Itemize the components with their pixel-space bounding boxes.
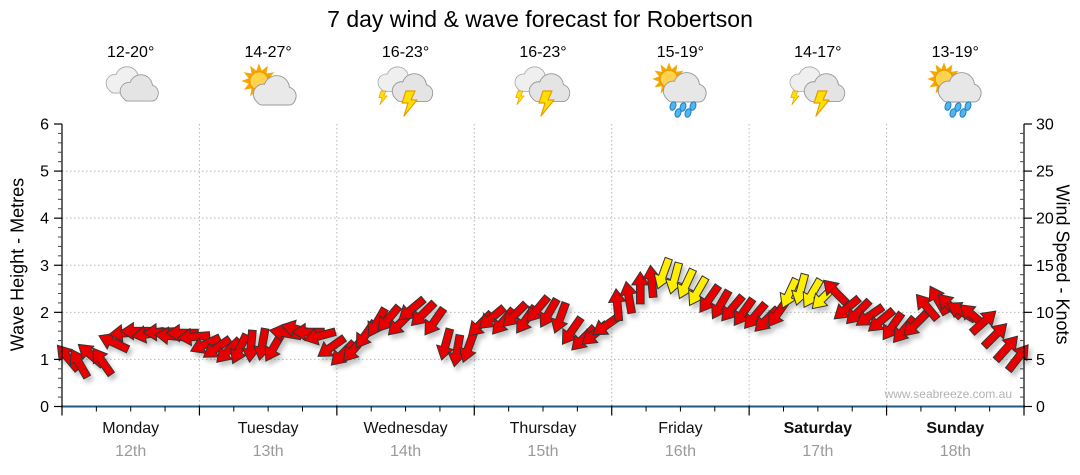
lightning-bolt-shape — [538, 90, 555, 117]
cloud-shape — [663, 72, 708, 103]
raindrop-shape — [674, 108, 682, 118]
raindrop-shape — [679, 102, 687, 112]
day-date-saturday: 17th — [802, 443, 834, 460]
left-axis-tick-label: 1 — [40, 352, 49, 369]
wind-arrow — [424, 305, 448, 336]
wind-arrow — [980, 322, 1008, 350]
day-name-wednesday: Wednesday — [363, 420, 448, 437]
thunderstorm-icon — [377, 66, 433, 117]
raindrop-shape — [949, 108, 957, 118]
temperature-range-thursday: 16-23° — [519, 44, 567, 61]
temperature-range-sunday: 13-19° — [931, 44, 979, 61]
day-name-sunday: Sunday — [926, 420, 985, 437]
right-axis-title: Wind Speed - Knots — [1052, 184, 1073, 345]
day-name-friday: Friday — [658, 420, 703, 437]
lightning-bolt-shape — [378, 90, 387, 106]
wind-arrow — [903, 309, 930, 337]
day-date-sunday: 18th — [939, 443, 971, 460]
day-date-monday: 12th — [115, 443, 147, 460]
lightning-bolt-shape — [790, 90, 800, 106]
sun-showers-icon — [652, 62, 708, 118]
thunderstorm-icon — [789, 66, 846, 117]
temperature-range-monday: 12-20° — [107, 44, 155, 61]
partly-cloudy-icon — [241, 63, 297, 106]
temperature-range-friday: 15-19° — [656, 44, 705, 61]
right-axis-tick-label: 30 — [1036, 117, 1054, 134]
lightning-bolt-shape — [515, 90, 525, 106]
wind-arrow — [619, 280, 638, 315]
day-name-tuesday: Tuesday — [237, 420, 299, 437]
day-date-thursday: 15th — [527, 443, 559, 460]
temperature-range-wednesday: 16-23° — [381, 44, 430, 61]
right-axis-tick-label: 15 — [1036, 258, 1054, 275]
wind-arrow — [676, 267, 698, 300]
wind-arrow — [229, 332, 251, 365]
wind-arrow — [303, 327, 337, 346]
cloud-shape — [253, 75, 297, 106]
day-name-thursday: Thursday — [509, 420, 577, 437]
wind-arrow — [92, 347, 116, 378]
left-axis-tick-label: 5 — [40, 164, 49, 181]
chart-title: 7 day wind & wave forecast for Robertson — [327, 6, 753, 32]
cloud-shape — [119, 74, 159, 102]
day-date-tuesday: 13th — [252, 443, 284, 460]
left-axis-tick-label: 6 — [40, 117, 49, 134]
day-date-wednesday: 14th — [389, 443, 422, 460]
wind-arrow-group — [56, 256, 1029, 380]
lightning-bolt-shape — [400, 90, 418, 117]
right-axis-tick-label: 5 — [1036, 352, 1045, 369]
temperature-range-saturday: 14-17° — [794, 44, 842, 61]
right-axis-tick-label: 0 — [1036, 399, 1045, 416]
raindrop-shape — [944, 101, 952, 111]
temperature-range-tuesday: 14-27° — [244, 44, 292, 61]
left-axis-tick-label: 4 — [40, 211, 49, 228]
day-date-friday: 16th — [664, 443, 696, 460]
raindrop-shape — [964, 101, 972, 111]
left-axis-tick-label: 0 — [40, 399, 49, 416]
raindrop-shape — [689, 101, 697, 111]
sun-showers-icon — [927, 62, 982, 118]
left-axis-tick-label: 2 — [40, 305, 49, 322]
raindrop-shape — [954, 102, 962, 112]
lightning-bolt-shape — [813, 90, 830, 117]
wind-arrow — [607, 287, 627, 322]
raindrop-shape — [959, 108, 967, 118]
right-axis-tick-label: 10 — [1036, 305, 1054, 322]
wind-arrow — [176, 327, 211, 347]
wind-arrow — [550, 301, 570, 334]
right-axis-tick-label: 25 — [1036, 164, 1054, 181]
raindrop-shape — [669, 101, 677, 111]
watermark: www.seabreeze.com.au — [884, 387, 1012, 401]
raindrop-shape — [684, 108, 692, 118]
right-axis-tick-label: 20 — [1036, 211, 1054, 228]
wind-arrow — [968, 310, 997, 337]
cloudy-icon — [105, 66, 159, 102]
wind-arrow — [435, 327, 455, 361]
thunderstorm-icon — [514, 66, 571, 117]
wind-arrow — [823, 279, 850, 307]
left-axis-tick-label: 3 — [40, 258, 49, 275]
left-axis-title: Wave Height - Metres — [7, 177, 28, 352]
wind-arrow — [330, 339, 358, 366]
cloud-shape — [938, 72, 982, 103]
day-name-saturday: Saturday — [783, 420, 853, 437]
day-name-monday: Monday — [102, 420, 160, 437]
